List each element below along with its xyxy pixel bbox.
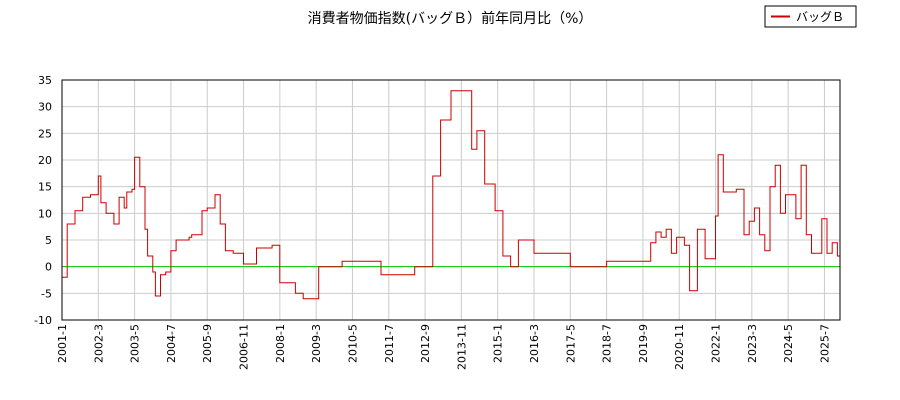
x-tick-label: 2015-1 — [492, 324, 505, 363]
x-tick-label: 2024-5 — [782, 324, 795, 363]
x-tick-label: 2005-9 — [201, 324, 214, 363]
y-axis-tick-labels: 35 30 25 20 15 10 5 0 -5 -10 — [34, 74, 52, 327]
x-tick-label: 2018-7 — [601, 324, 614, 363]
y-tick-label: 10 — [38, 207, 52, 220]
x-tick-label: 2008-1 — [274, 324, 287, 363]
plot-frame — [61, 79, 841, 321]
y-tick-label: 15 — [38, 181, 52, 194]
x-tick-label: 2012-9 — [419, 324, 432, 363]
x-tick-label: 2025-7 — [818, 324, 831, 363]
y-tick-label: 0 — [45, 261, 52, 274]
x-tick-label: 2001-1 — [56, 324, 69, 363]
y-tick-label: 35 — [38, 74, 52, 87]
x-tick-label: 2013-11 — [455, 324, 468, 370]
chart-title: 消費者物価指数(バッグＢ）前年同月比（%） — [308, 10, 593, 27]
y-tick-label: 5 — [45, 234, 52, 247]
y-tick-label: 25 — [38, 127, 52, 140]
x-tick-label: 2022-1 — [710, 324, 723, 363]
x-axis-tick-labels: 2001-1 2002-3 2003-5 2004-7 2005-9 2006-11 200… — [56, 324, 831, 370]
x-tick-label: 2004-7 — [165, 324, 178, 363]
x-tick-label: 2020-11 — [673, 324, 686, 370]
y-tick-label: 20 — [38, 154, 52, 167]
y-tick-label: -5 — [41, 287, 52, 300]
y-tick-label: -10 — [34, 314, 52, 327]
y-tick-label: 30 — [38, 101, 52, 114]
x-tick-label: 2009-3 — [310, 324, 323, 363]
x-tick-label: 2002-3 — [92, 324, 105, 363]
x-tick-label: 2010-5 — [346, 324, 359, 363]
legend-box — [764, 5, 857, 28]
legend: バッグＢ — [764, 5, 857, 28]
x-tick-label: 2011-7 — [383, 324, 396, 363]
x-tick-label: 2023-3 — [746, 324, 759, 363]
x-tick-label: 2003-5 — [129, 324, 142, 363]
legend-label: バッグＢ — [796, 10, 844, 24]
series-line-bag-b — [62, 90, 840, 300]
x-tick-label: 2019-9 — [637, 324, 650, 363]
x-tick-label: 2017-5 — [564, 324, 577, 363]
x-tick-label: 2006-11 — [238, 324, 251, 370]
x-tick-label: 2016-3 — [528, 324, 541, 363]
